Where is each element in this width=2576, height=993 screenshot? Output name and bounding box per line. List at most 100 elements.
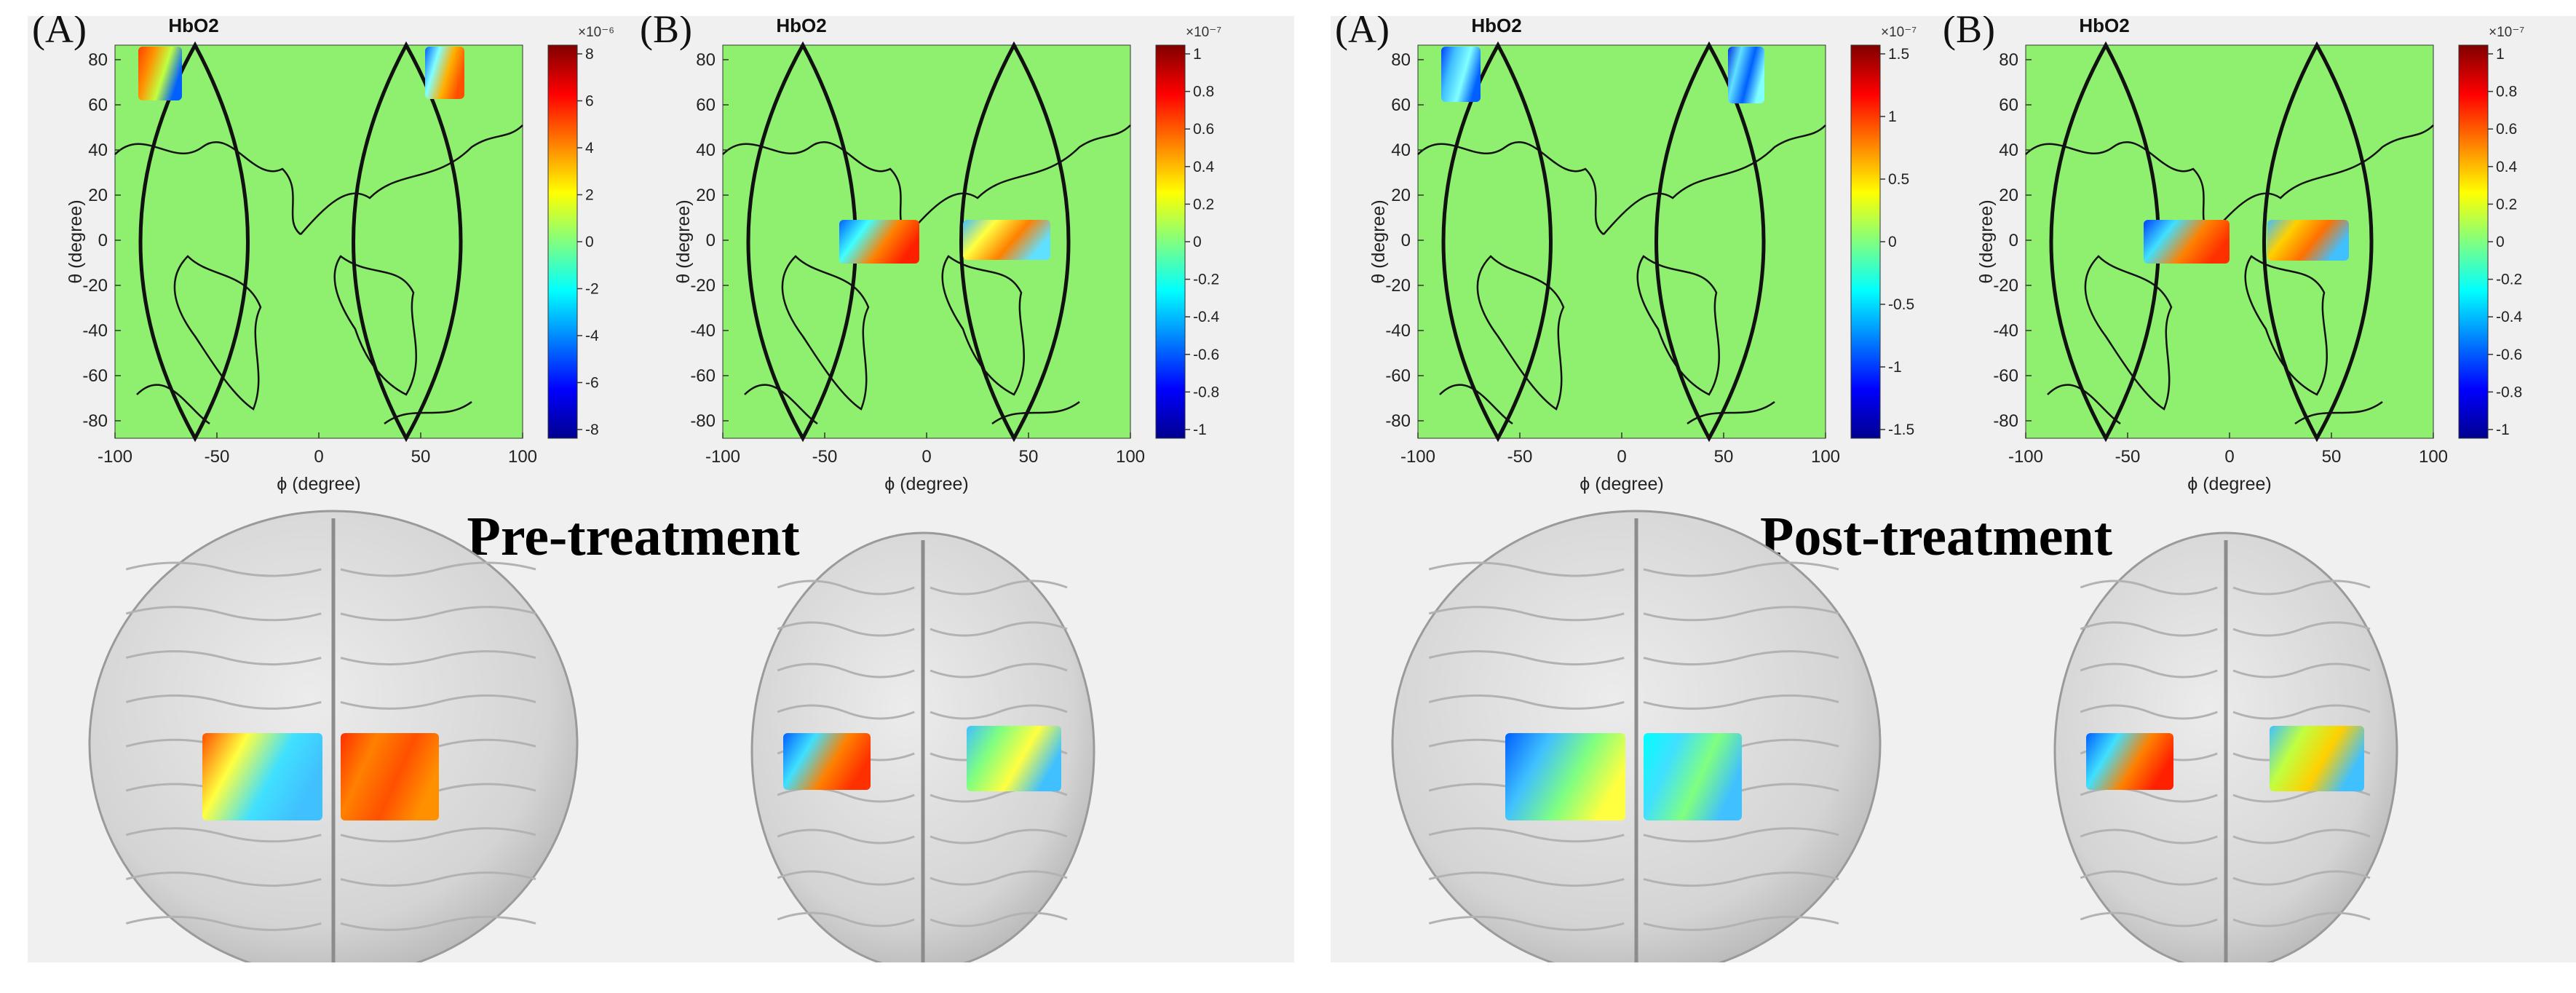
activation-patch (202, 733, 322, 820)
y-tick-label: 80 (696, 50, 716, 70)
gyrus-line (777, 621, 915, 637)
y-tick-label: -60 (1993, 366, 2018, 386)
y-tick-label: -40 (1385, 321, 1411, 341)
colorbar-tick-label: 0.2 (2496, 196, 2517, 213)
colorbar-tick-label: 2 (585, 187, 594, 204)
colorbar-tick-label: -1 (1888, 359, 1902, 376)
y-axis-label: θ (degree) (1976, 199, 1997, 283)
map-plot-area (114, 44, 523, 439)
x-tick-label: 0 (2224, 447, 2234, 467)
colorbar-tick-label: 0 (585, 234, 594, 250)
y-tick-label: -60 (1385, 366, 1411, 386)
y-tick-label: 40 (696, 141, 716, 160)
y-tick-label: 60 (88, 95, 108, 115)
map-title: HbO2 (2079, 16, 2129, 36)
activation-patch (839, 220, 919, 264)
y-tick-label: -80 (690, 411, 716, 431)
gyrus-line (340, 915, 536, 931)
gyrus-line (340, 827, 536, 843)
colorbar-tick-label: -8 (585, 422, 599, 438)
colorbar-tick-label: 1 (1888, 108, 1897, 125)
map-title: HbO2 (168, 16, 218, 36)
map-title: HbO2 (776, 16, 826, 36)
colorbar-tick-label: -0.5 (1888, 296, 1914, 313)
activation-patch (2267, 220, 2349, 261)
gyrus-line (1643, 606, 1839, 622)
x-tick-label: 0 (314, 447, 323, 467)
gyrus-line (2232, 579, 2371, 596)
gyrus-line (777, 579, 915, 596)
colorbar-tick-label: 0 (1888, 234, 1897, 250)
brain-top-view (2053, 531, 2398, 962)
cortex-contour (333, 255, 417, 396)
x-tick-label: -100 (1400, 447, 1435, 467)
y-tick-label: 0 (706, 231, 716, 250)
right-hemisphere-outline (959, 41, 1071, 443)
gyrus-line (2080, 870, 2218, 886)
colorbar-tick-label: 1 (1193, 46, 1202, 63)
activation-patch (2270, 726, 2364, 791)
colorbar-exponent: ×10⁻⁶ (578, 25, 614, 40)
colorbar-tick-label: -0.4 (1193, 309, 1220, 325)
colorbar-tick-label: 1.5 (1888, 46, 1909, 63)
y-tick-label: -80 (1993, 411, 2018, 431)
panel-label: (B) (1943, 16, 1995, 51)
colorbar-exponent: ×10⁻⁷ (2489, 25, 2524, 40)
y-tick-label: 0 (98, 231, 108, 250)
map-title: HbO2 (1471, 16, 1521, 36)
y-tick-label: 20 (1999, 186, 2018, 205)
y-tick-label: 80 (88, 50, 108, 70)
cortex-contour (722, 141, 909, 235)
cortex-contour (2244, 255, 2328, 396)
colorbar-tick-label: 8 (585, 46, 594, 63)
map-plot-area (1417, 44, 1826, 439)
gyrus-line (1643, 827, 1839, 843)
gyrus-line (340, 650, 536, 666)
colorbar-tick-label: 4 (585, 140, 594, 157)
map-plot-area (722, 44, 1131, 439)
x-tick-label: 50 (411, 447, 431, 467)
gyrus-line (1428, 915, 1625, 931)
right-hemisphere-outline (352, 41, 463, 443)
x-axis-label: ϕ (degree) (1580, 474, 1663, 494)
cortex-contour (744, 384, 1080, 425)
panel-label: (A) (32, 16, 87, 51)
cortex-contour (1603, 124, 1826, 235)
colorbar (1850, 44, 1881, 439)
gyrus-line (125, 827, 322, 843)
pre-treatment-panel: (A) HbO2 80 60 40 20 0 -20 -40 -60 -80 -100 -50 0 50 10… (28, 16, 1294, 962)
gyrus-line (1643, 561, 1839, 577)
x-tick-label: -100 (2008, 447, 2043, 467)
colorbar-tick-label: 0 (2496, 234, 2505, 250)
y-tick-label: -20 (1385, 276, 1411, 296)
y-tick-label: 20 (696, 186, 716, 205)
gyrus-line (1428, 561, 1625, 577)
gyrus-line (930, 911, 1068, 927)
gyrus-line (125, 694, 322, 710)
activation-patch (1728, 47, 1764, 103)
gyrus-line (1643, 650, 1839, 666)
activation-patch (2086, 733, 2173, 790)
cortex-contour (2047, 384, 2383, 425)
colorbar-tick-label: -1.5 (1888, 422, 1914, 438)
gyrus-line (777, 870, 915, 886)
colorbar-tick-label: -0.8 (2496, 384, 2522, 400)
colorbar-tick-label: 0.6 (1193, 121, 1214, 138)
activation-patch (1441, 47, 1481, 102)
x-axis-label: ϕ (degree) (277, 474, 360, 494)
cortex-contour (2211, 124, 2434, 235)
gyrus-line (2232, 662, 2371, 679)
colorbar-tick-label: 0.2 (1193, 196, 1214, 213)
gyrus-line (2080, 621, 2218, 637)
left-hemisphere-outline (1441, 41, 1553, 443)
activation-patch (967, 726, 1061, 791)
cortex-contour (781, 255, 870, 411)
cortex-contour (1476, 255, 1565, 411)
brain-top-view (750, 531, 1095, 962)
x-tick-label: 50 (2322, 447, 2342, 467)
gyrus-line (930, 621, 1068, 637)
gyrus-line (2232, 828, 2371, 844)
